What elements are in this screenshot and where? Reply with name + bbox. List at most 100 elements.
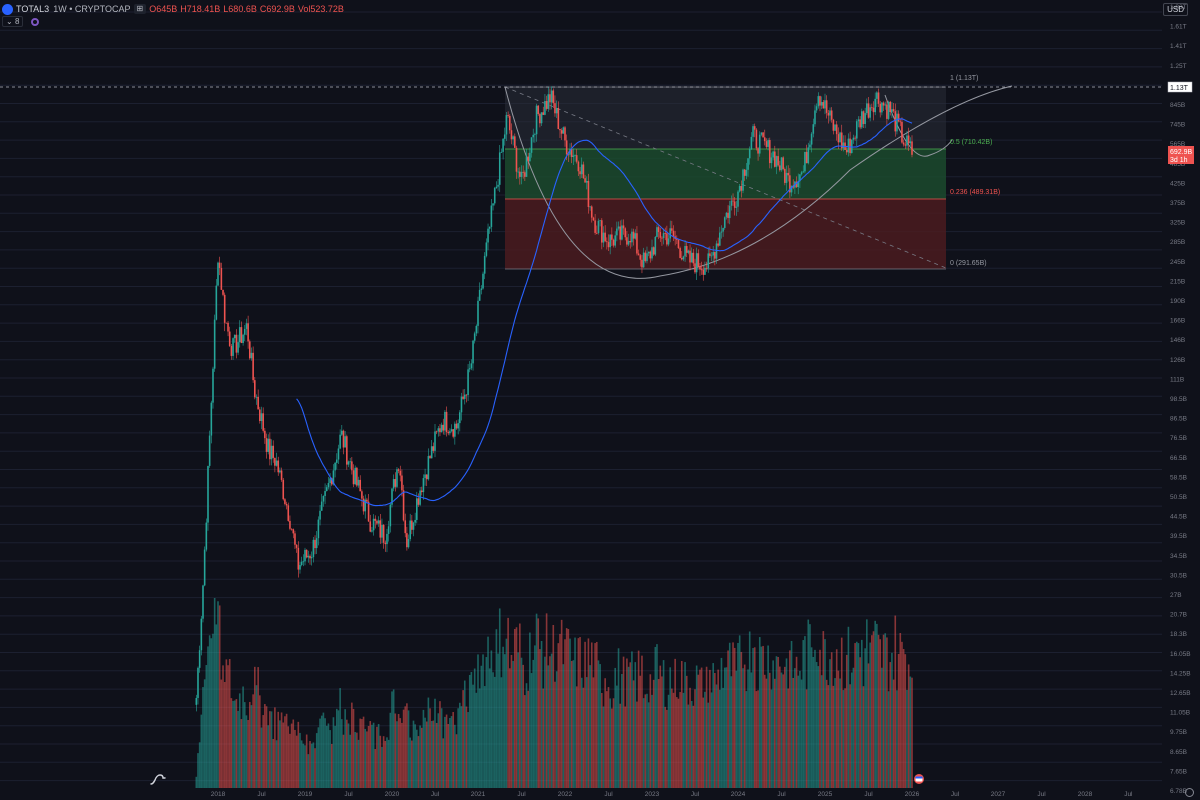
time-label: Jul [257, 791, 266, 798]
volume-bar [200, 714, 203, 788]
candle-body [324, 491, 326, 496]
candle-body [302, 561, 305, 563]
candle-body [335, 459, 338, 463]
candle-body [259, 409, 261, 422]
volume-bar [762, 645, 764, 788]
current-price-text: 692.9B [1170, 149, 1193, 156]
volume-bar [837, 670, 840, 788]
volume-bar [574, 637, 576, 788]
candle-body [207, 465, 209, 523]
volume-bar [455, 734, 458, 788]
volume-bar [844, 688, 846, 788]
candle-body [882, 102, 885, 106]
volume-bar [672, 692, 675, 788]
candle-body [544, 101, 546, 115]
volume-bar [493, 676, 496, 788]
volume-bar [897, 653, 900, 788]
candle-body [807, 147, 810, 164]
candle-body [480, 288, 483, 290]
candle-body [532, 134, 535, 138]
candle-body [435, 431, 438, 433]
candle-body [911, 141, 913, 155]
candle-body [305, 549, 308, 558]
volume-bar [774, 678, 776, 788]
fib-zone-top [505, 87, 946, 149]
volume-bar [790, 640, 793, 788]
volume-bar [550, 653, 553, 788]
price-tick: 98.5B [1170, 396, 1187, 403]
candle-body [372, 518, 375, 531]
volume-bar [215, 624, 218, 788]
volume-bar [386, 737, 388, 788]
indicator-circle-icon[interactable] [31, 17, 40, 26]
volume-bar [269, 711, 271, 788]
volume-bar [874, 620, 876, 788]
volume-bar [654, 646, 657, 788]
indicator-toggle[interactable]: ⌄ 8 [2, 16, 24, 27]
price-tick: 6.78B [1170, 788, 1187, 795]
event-flag-icon[interactable] [914, 774, 924, 784]
symbol-name[interactable]: TOTAL3 [16, 4, 50, 14]
candle-body [602, 232, 605, 243]
volume-bar [704, 691, 706, 788]
candle-body [339, 434, 341, 449]
volume-bar [564, 639, 566, 788]
candle-body [505, 115, 508, 135]
volume-bar [218, 605, 221, 788]
volume-bar [412, 720, 415, 788]
candle-body [247, 323, 249, 342]
volume-bar [881, 667, 883, 788]
candle-body [329, 478, 331, 484]
candle-body [799, 174, 801, 182]
volume-bar [337, 710, 340, 788]
candle-body [889, 101, 892, 113]
symbol-menu-icon[interactable]: ⊞ [133, 4, 147, 14]
volume-bar [445, 714, 448, 788]
volume-bar [274, 707, 276, 788]
candle-body [887, 101, 890, 119]
volume-bar [430, 721, 433, 788]
volume-bar [884, 633, 887, 788]
candle-body [320, 501, 323, 511]
candle-body [457, 423, 459, 429]
volume-bar [257, 667, 259, 788]
price-tick: 18.3B [1170, 631, 1187, 638]
candle-body [758, 134, 761, 154]
candle-body [530, 137, 533, 153]
volume-bar [349, 734, 351, 788]
candle-body [747, 158, 749, 170]
volume-bar [377, 724, 380, 788]
candle-body [432, 446, 435, 451]
volume-bar [612, 698, 615, 788]
candle-body [572, 155, 575, 157]
candle-body [322, 495, 325, 502]
candle-body [829, 110, 831, 116]
candle-body [242, 334, 244, 343]
volume-bar [584, 641, 586, 788]
volume-bar [636, 701, 638, 788]
candle-body [634, 233, 637, 239]
candle-body [427, 456, 430, 480]
volume-bar [747, 669, 749, 788]
volume-bar [314, 748, 316, 788]
candle-body [460, 396, 463, 413]
volume-bar [604, 678, 606, 788]
volume-bar [849, 684, 851, 788]
price-tick: 66.5B [1170, 455, 1187, 462]
volume-bar [832, 685, 835, 788]
volume-bar [492, 672, 494, 788]
volume-bar [420, 727, 423, 788]
candle-body [382, 524, 385, 543]
candle-body [842, 142, 845, 149]
volume-bar [733, 647, 736, 788]
interval-source[interactable]: 1W • CRYPTOCAP [53, 4, 131, 14]
settings-gear-icon[interactable] [1185, 788, 1194, 797]
candle-body [277, 460, 280, 473]
candle-body [255, 396, 258, 398]
volume-bar [205, 665, 208, 788]
volume-bar [437, 713, 440, 788]
volume-bar [799, 670, 801, 788]
candle-body [362, 498, 365, 512]
currency-selector[interactable]: USD [1163, 3, 1188, 16]
